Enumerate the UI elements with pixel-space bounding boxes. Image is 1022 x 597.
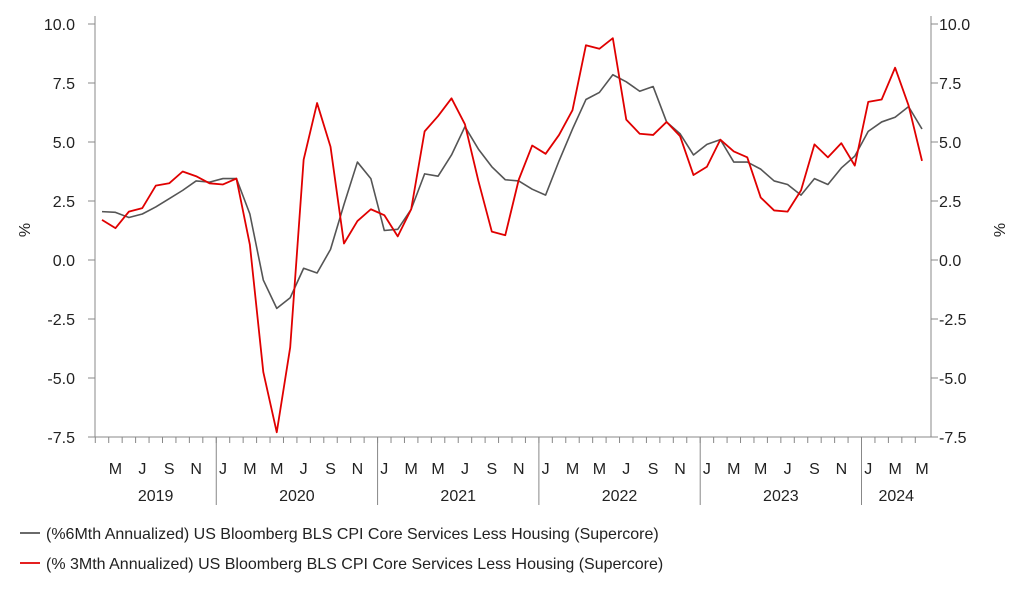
- x-tick-label: N: [513, 461, 525, 478]
- x-tick-label: J: [622, 461, 630, 478]
- x-tick-label: J: [219, 461, 227, 478]
- series-line-3m: [101, 37, 923, 434]
- x-tick-label: M: [270, 461, 283, 478]
- x-tick-label: S: [487, 461, 498, 478]
- year-label: 2023: [763, 488, 799, 505]
- year-label: 2020: [279, 488, 315, 505]
- x-tick-label: S: [325, 461, 336, 478]
- x-tick-label: S: [809, 461, 820, 478]
- x-tick-label: S: [648, 461, 659, 478]
- x-tick-label: M: [566, 461, 579, 478]
- x-tick-label: M: [243, 461, 256, 478]
- x-tick-label: N: [190, 461, 202, 478]
- y-tick-label-right: 2.5: [939, 194, 961, 211]
- y-tick-label-right: 7.5: [939, 76, 961, 93]
- y-tick-label-right: 5.0: [939, 135, 961, 152]
- y-tick-label-right: -5.0: [939, 371, 967, 388]
- year-label: 2021: [440, 488, 476, 505]
- y-tick-label-left: -5.0: [47, 371, 75, 388]
- x-tick-label: N: [836, 461, 848, 478]
- year-label: 2024: [878, 488, 914, 505]
- y-tick-label-right: 10.0: [939, 17, 970, 34]
- axes: 10.0 10.0 7.5 7.5 5.0 5.0 2.5 2.5 0.0 0.0 -2.5 -2.5…: [17, 16, 1009, 505]
- x-tick-label: M: [593, 461, 606, 478]
- year-label: 2022: [602, 488, 638, 505]
- y-tick-label-left: -7.5: [47, 430, 75, 447]
- x-tick-label: N: [674, 461, 686, 478]
- x-tick-label: M: [888, 461, 901, 478]
- series-line-6m: [101, 73, 923, 310]
- x-tick-label: J: [703, 461, 711, 478]
- y-tick-label-left: 0.0: [53, 253, 75, 270]
- y-tick-label-left: 5.0: [53, 135, 75, 152]
- x-tick-label: M: [405, 461, 418, 478]
- y-tick-label-right: -2.5: [939, 312, 967, 329]
- x-tick-label: M: [109, 461, 122, 478]
- x-tick-label: M: [431, 461, 444, 478]
- x-tick-label: M: [915, 461, 928, 478]
- y-tick-label-left: -2.5: [47, 312, 75, 329]
- x-tick-label: J: [300, 461, 308, 478]
- y-axis-title-left: %: [17, 223, 34, 237]
- x-tick-label: J: [542, 461, 550, 478]
- x-tick-label: S: [164, 461, 175, 478]
- x-tick-label: J: [138, 461, 146, 478]
- legend-label: (% 3Mth Annualized) US Bloomberg BLS CPI…: [46, 556, 663, 573]
- x-tick-label: J: [784, 461, 792, 478]
- y-tick-label-left: 10.0: [44, 17, 75, 34]
- y-axis-title-right: %: [992, 223, 1009, 237]
- x-tick-label: M: [754, 461, 767, 478]
- series-lines: [101, 37, 923, 434]
- year-label: 2019: [138, 488, 174, 505]
- y-tick-label-right: 0.0: [939, 253, 961, 270]
- legend: (%6Mth Annualized) US Bloomberg BLS CPI …: [20, 526, 663, 573]
- x-tick-label: J: [380, 461, 388, 478]
- x-tick-label: M: [727, 461, 740, 478]
- legend-label: (%6Mth Annualized) US Bloomberg BLS CPI …: [46, 526, 659, 543]
- y-tick-label-left: 2.5: [53, 194, 75, 211]
- x-tick-label: N: [352, 461, 364, 478]
- y-tick-label-right: -7.5: [939, 430, 967, 447]
- x-tick-label: J: [461, 461, 469, 478]
- y-tick-label-left: 7.5: [53, 76, 75, 93]
- x-tick-label: J: [864, 461, 872, 478]
